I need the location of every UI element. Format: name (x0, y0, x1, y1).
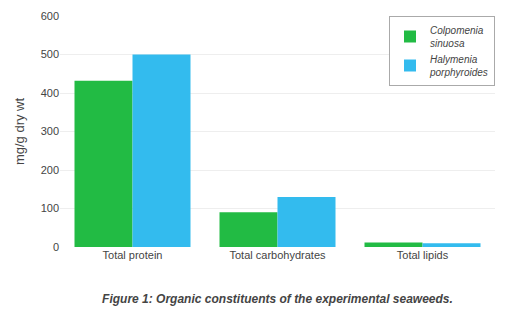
svg-text:mg/g dry wt: mg/g dry wt (12, 98, 27, 166)
svg-text:Total lipids: Total lipids (397, 249, 449, 261)
svg-text:Figure 1: Organic constituents: Figure 1: Organic constituents of the ex… (102, 292, 453, 306)
svg-text:600: 600 (41, 10, 59, 22)
svg-text:Total protein: Total protein (103, 249, 163, 261)
svg-text:100: 100 (41, 202, 59, 214)
svg-text:Halymeniaporphyroides: Halymeniaporphyroides (429, 54, 488, 78)
svg-text:0: 0 (53, 241, 59, 253)
svg-text:500: 500 (41, 48, 59, 60)
svg-text:200: 200 (41, 164, 59, 176)
svg-text:Total carbohydrates: Total carbohydrates (230, 249, 326, 261)
svg-text:Colpomeniasinuosa: Colpomeniasinuosa (430, 25, 484, 49)
svg-text:300: 300 (41, 125, 59, 137)
svg-text:400: 400 (41, 87, 59, 99)
